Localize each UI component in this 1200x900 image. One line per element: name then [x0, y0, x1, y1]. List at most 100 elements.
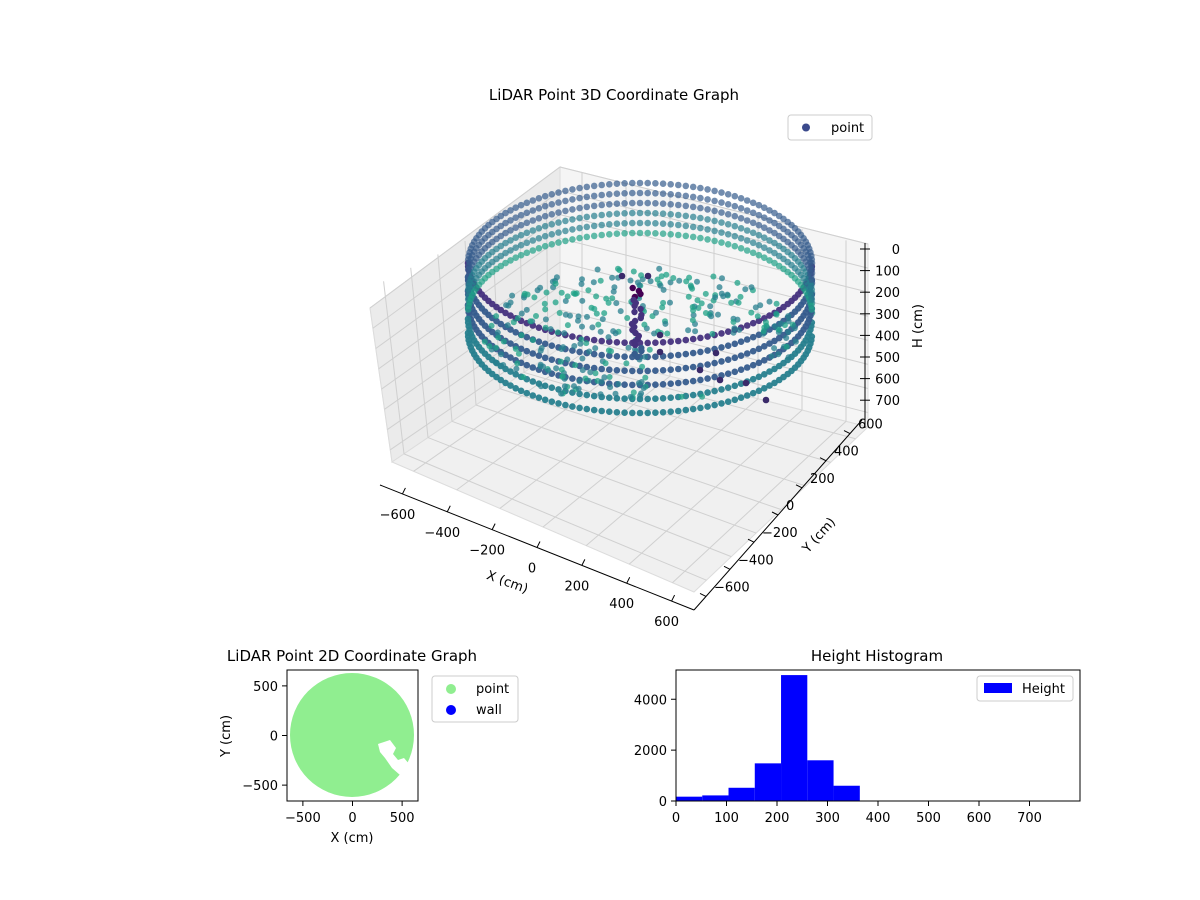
- lidar-point: [690, 184, 697, 191]
- lidar-point: [757, 302, 763, 308]
- lidar-point: [591, 337, 598, 344]
- lidar-point: [675, 182, 682, 189]
- lidar-point: [524, 220, 531, 227]
- lidar-point: [621, 190, 628, 197]
- lidar-point: [738, 235, 745, 242]
- lidar-point: [591, 407, 598, 414]
- lidar-point: [652, 210, 659, 217]
- lidar-point: [719, 291, 725, 297]
- lidar-point: [631, 389, 637, 395]
- lidar-point: [732, 243, 739, 250]
- lidar-point: [569, 333, 576, 340]
- lidar-point: [611, 284, 617, 290]
- x-tick-mark: [492, 524, 495, 530]
- lidar-point: [536, 225, 543, 232]
- lidar-point: [756, 374, 763, 381]
- x-tick-label: 0: [672, 811, 680, 826]
- lidar-point: [692, 328, 698, 334]
- lidar-point: [744, 197, 751, 204]
- lidar-point: [530, 217, 537, 224]
- lidar-point: [725, 201, 732, 208]
- lidar-point: [792, 325, 798, 331]
- lidar-point: [524, 362, 531, 369]
- x-tick-mark: [447, 506, 450, 512]
- lidar-point: [614, 353, 621, 360]
- chart-2d-legend-label-wall: wall: [476, 703, 502, 718]
- lidar-point: [711, 188, 718, 195]
- lidar-point: [642, 375, 648, 381]
- lidar-point: [591, 223, 598, 230]
- lidar-point: [783, 335, 789, 341]
- lidar-point: [786, 354, 792, 360]
- x-tick-label: −400: [424, 526, 460, 541]
- lidar-point: [667, 231, 674, 238]
- lidar-point: [579, 276, 585, 282]
- lidar-point: [763, 319, 769, 325]
- lidar-point: [621, 353, 628, 360]
- lidar-point: [644, 396, 651, 403]
- lidar-point: [589, 305, 595, 311]
- lidar-point: [785, 329, 791, 335]
- histogram-bar: [729, 788, 755, 801]
- y-tick-label: 0: [786, 499, 794, 514]
- lidar-point: [667, 394, 674, 401]
- lidar-point: [675, 380, 682, 387]
- lidar-point: [742, 286, 748, 292]
- lidar-point: [614, 210, 621, 217]
- lidar-point: [621, 367, 628, 374]
- lidar-point: [606, 366, 613, 373]
- lidar-point: [606, 181, 613, 188]
- lidar-point: [711, 388, 718, 395]
- lidar-point: [576, 205, 583, 212]
- lidar-point: [621, 339, 628, 346]
- lidar-point: [771, 345, 777, 351]
- lidar-point: [651, 331, 657, 337]
- lidar-point: [623, 360, 629, 366]
- lidar-point: [697, 185, 704, 192]
- lidar-point: [536, 338, 543, 345]
- lidar-point: [704, 236, 711, 243]
- y-tick-label: 2000: [634, 744, 667, 759]
- lidar-point: [562, 208, 569, 215]
- lidar-point: [621, 200, 628, 207]
- lidar-point: [750, 348, 757, 355]
- lidar-point: [652, 180, 659, 187]
- lidar-point: [576, 405, 583, 412]
- lidar-point: [750, 210, 757, 217]
- lidar-point: [718, 209, 725, 216]
- lidar-point: [569, 196, 576, 203]
- lidar-point: [738, 294, 744, 300]
- lidar-point: [718, 229, 725, 236]
- lidar-point: [697, 377, 704, 384]
- chart-3d-legend-marker-point: [802, 124, 810, 132]
- lidar-point: [584, 314, 590, 320]
- lidar-point: [652, 230, 659, 237]
- y-tick-label: 400: [834, 445, 859, 460]
- histogram-ticks: 0 100 200 300 400 500 600 700 0 2000 4000: [634, 693, 1042, 826]
- lidar-point: [725, 221, 732, 228]
- lidar-point: [614, 339, 621, 346]
- lidar-point: [538, 383, 544, 389]
- lidar-point: [688, 283, 694, 289]
- lidar-point: [750, 240, 757, 247]
- lidar-point: [493, 359, 499, 365]
- lidar-point: [536, 394, 543, 401]
- lidar-point: [690, 224, 697, 231]
- lidar-point: [524, 240, 531, 247]
- lidar-point: [750, 200, 757, 207]
- chart-3d-title: LiDAR Point 3D Coordinate Graph: [489, 86, 739, 104]
- lidar-point: [634, 354, 640, 360]
- lidar-point: [549, 342, 556, 349]
- lidar-point: [637, 393, 643, 399]
- lidar-point: [629, 220, 636, 227]
- x-tick-mark: [537, 542, 540, 548]
- chart-3d-z-label: H (cm): [911, 304, 926, 348]
- lidar-point: [577, 341, 583, 347]
- lidar-point: [591, 203, 598, 210]
- lidar-point: [511, 319, 517, 325]
- histogram-bars: [676, 675, 860, 801]
- lidar-point: [562, 238, 569, 245]
- lidar-point: [606, 347, 612, 353]
- lidar-point: [571, 383, 577, 389]
- y-tick-label: 600: [858, 418, 883, 433]
